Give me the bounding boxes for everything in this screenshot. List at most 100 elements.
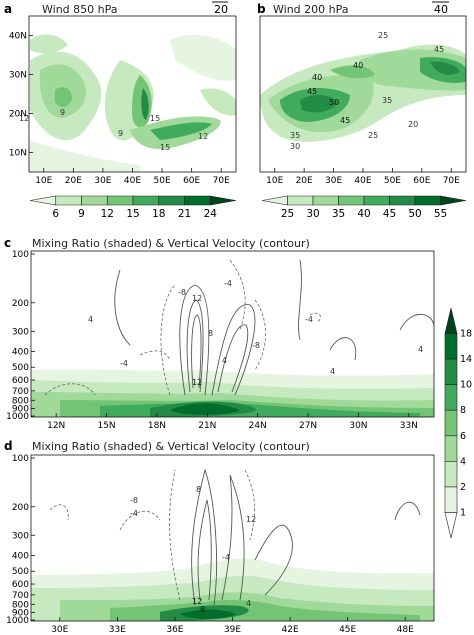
colorbar-b-swatch (389, 195, 416, 206)
colorbar-cd-swatch (444, 333, 458, 360)
panel-b-contour-label: 20 (408, 120, 418, 129)
colorbar-cd-swatch (444, 512, 458, 539)
panel-c-y-tick-label: 800 (12, 396, 29, 406)
panel-c-plot (31, 251, 434, 417)
panel-d-y-tick-label: 200 (12, 503, 29, 513)
panel-c-y-tick-label: 100 (12, 250, 29, 260)
panel-c-x-tick-label: 21N (198, 421, 216, 431)
colorbar-a: 6 9 12 15 18 21 24 (29, 195, 237, 220)
panel-b-x-tick-label: 50E (384, 176, 401, 186)
colorbar-a-swatch (55, 195, 82, 206)
panel-c-title: Mixing Ratio (shaded) & Vertical Velocit… (32, 237, 310, 250)
panel-c: c Mixing Ratio (shaded) & Vertical Veloc… (4, 236, 435, 431)
panel-b-contour-label: 45 (434, 45, 444, 54)
panel-b-x-ticks: 10E 20E 30E 40E 50E 60E 70E (266, 168, 460, 186)
panel-c-y-tick-label: 300 (12, 327, 29, 337)
panel-d-contour-label: 8 (196, 485, 201, 494)
panel-b-contour-label: 45 (340, 116, 350, 125)
colorbar-cd-swatch (444, 409, 458, 437)
colorbar-b-label: 25 (281, 208, 294, 220)
panel-a-x-tick-label: 50E (154, 176, 171, 186)
panel-b: b Wind 200 hPa 40 25 45 40 50 45 40 45 3… (257, 1, 467, 186)
colorbar-b-swatch (338, 195, 365, 206)
colorbar-b-swatch (363, 195, 390, 206)
panel-d-x-tick-label: 45E (339, 625, 356, 635)
panel-a-x-tick-label: 40E (124, 176, 141, 186)
panel-b-contour-label: 40 (353, 61, 363, 70)
panel-d-contour-label: 12 (192, 597, 202, 606)
colorbar-cd-label: 14 (460, 354, 472, 365)
panel-c-y-tick-label: 500 (12, 363, 29, 373)
colorbar-cd: 18 14 10 8 6 4 2 1 (444, 307, 472, 539)
panel-d-contour-label: -4 (130, 509, 138, 518)
panel-d-x-tick-label: 42E (282, 625, 299, 635)
panel-b-contour-label: 25 (378, 31, 388, 40)
panel-b-contour-label: 45 (307, 87, 317, 96)
panel-d-x-ticks: 30E 33E 36E 39E 42E 45E 48E (51, 617, 414, 635)
panel-b-title: Wind 200 hPa (273, 3, 349, 16)
colorbar-cd-label: 18 (460, 329, 472, 340)
panel-c-y-tick-label: 700 (12, 387, 29, 397)
panel-c-y-tick-label: 1000 (6, 412, 29, 422)
colorbar-cd-swatch (444, 486, 458, 513)
panel-d-x-tick-label: 48E (397, 625, 414, 635)
panel-a-contour-label: 9 (118, 129, 123, 138)
panel-d-letter: d (4, 439, 13, 453)
panel-b-letter: b (257, 2, 266, 16)
panel-a-y-tick-label: 10N (9, 149, 27, 159)
panel-c-contour-label: 4 (222, 356, 227, 365)
panel-a-contour-label: 12 (19, 114, 29, 123)
panel-b-x-tick-label: 30E (325, 176, 342, 186)
panel-a-title: Wind 850 hPa (42, 3, 118, 16)
panel-d-y-tick-label: 400 (12, 552, 29, 562)
panel-c-y-tick-label: 600 (12, 376, 29, 386)
colorbar-cd-label: 10 (460, 380, 472, 391)
panel-b-map (260, 16, 466, 172)
panel-c-contour-label: -4 (224, 279, 232, 288)
panel-c-contour-label: 12 (192, 378, 202, 387)
colorbar-b-swatch (414, 195, 441, 206)
panel-a-y-ticks: 40N 30N 20N 10N (9, 32, 33, 159)
panel-d-contour-label: 12 (246, 515, 256, 524)
panel-d-contour-label: -8 (130, 496, 138, 505)
colorbar-b-label: 50 (408, 208, 421, 220)
colorbar-a-swatch (184, 195, 211, 206)
panel-d-x-tick-label: 36E (166, 625, 183, 635)
colorbar-a-swatch (29, 195, 57, 206)
panel-c-x-ticks: 12N 15N 18N 21N 24N 27N 30N 33N (47, 413, 418, 431)
panel-b-contour-label: 35 (382, 96, 392, 105)
panel-b-contour-label: 50 (329, 98, 339, 107)
panel-a-x-tick-label: 30E (94, 176, 111, 186)
panel-d-y-tick-label: 600 (12, 580, 29, 590)
panel-b-x-tick-label: 70E (443, 176, 460, 186)
panel-a-ref-vector: 20 (214, 3, 228, 16)
panel-c-letter: c (4, 236, 11, 250)
panel-d-y-tick-label: 300 (12, 531, 29, 541)
panel-a-x-tick-label: 60E (183, 176, 200, 186)
colorbar-cd-label: 4 (460, 456, 466, 467)
colorbar-cd-swatch (444, 358, 458, 385)
colorbar-b-swatch (312, 195, 339, 206)
colorbar-b-label: 35 (332, 208, 345, 220)
colorbar-b-label: 40 (357, 208, 370, 220)
colorbar-a-swatch (158, 195, 185, 206)
colorbar-cd-label: 2 (460, 482, 466, 493)
panel-a-letter: a (4, 2, 12, 16)
panel-c-contour-label: 12 (192, 294, 202, 303)
panel-b-contour-label: 25 (368, 131, 378, 140)
panel-c-x-tick-label: 24N (249, 421, 267, 431)
panel-b-ref-vector: 40 (434, 3, 448, 16)
panel-c-contour-label: -8 (252, 341, 260, 350)
colorbar-a-label: 24 (204, 208, 218, 220)
panel-d-y-tick-label: 700 (12, 591, 29, 601)
panel-a-x-ticks: 10E 20E 30E 40E 50E 60E 70E (35, 168, 230, 186)
panel-a-contour-label: 9 (60, 108, 65, 117)
colorbar-cd-swatch (444, 435, 458, 462)
colorbar-a-swatch (209, 195, 237, 206)
panel-a-x-tick-label: 20E (65, 176, 82, 186)
panel-c-y-tick-label: 900 (12, 405, 29, 415)
panel-c-y-tick-label: 200 (12, 299, 29, 309)
colorbar-cd-swatch (444, 307, 458, 334)
